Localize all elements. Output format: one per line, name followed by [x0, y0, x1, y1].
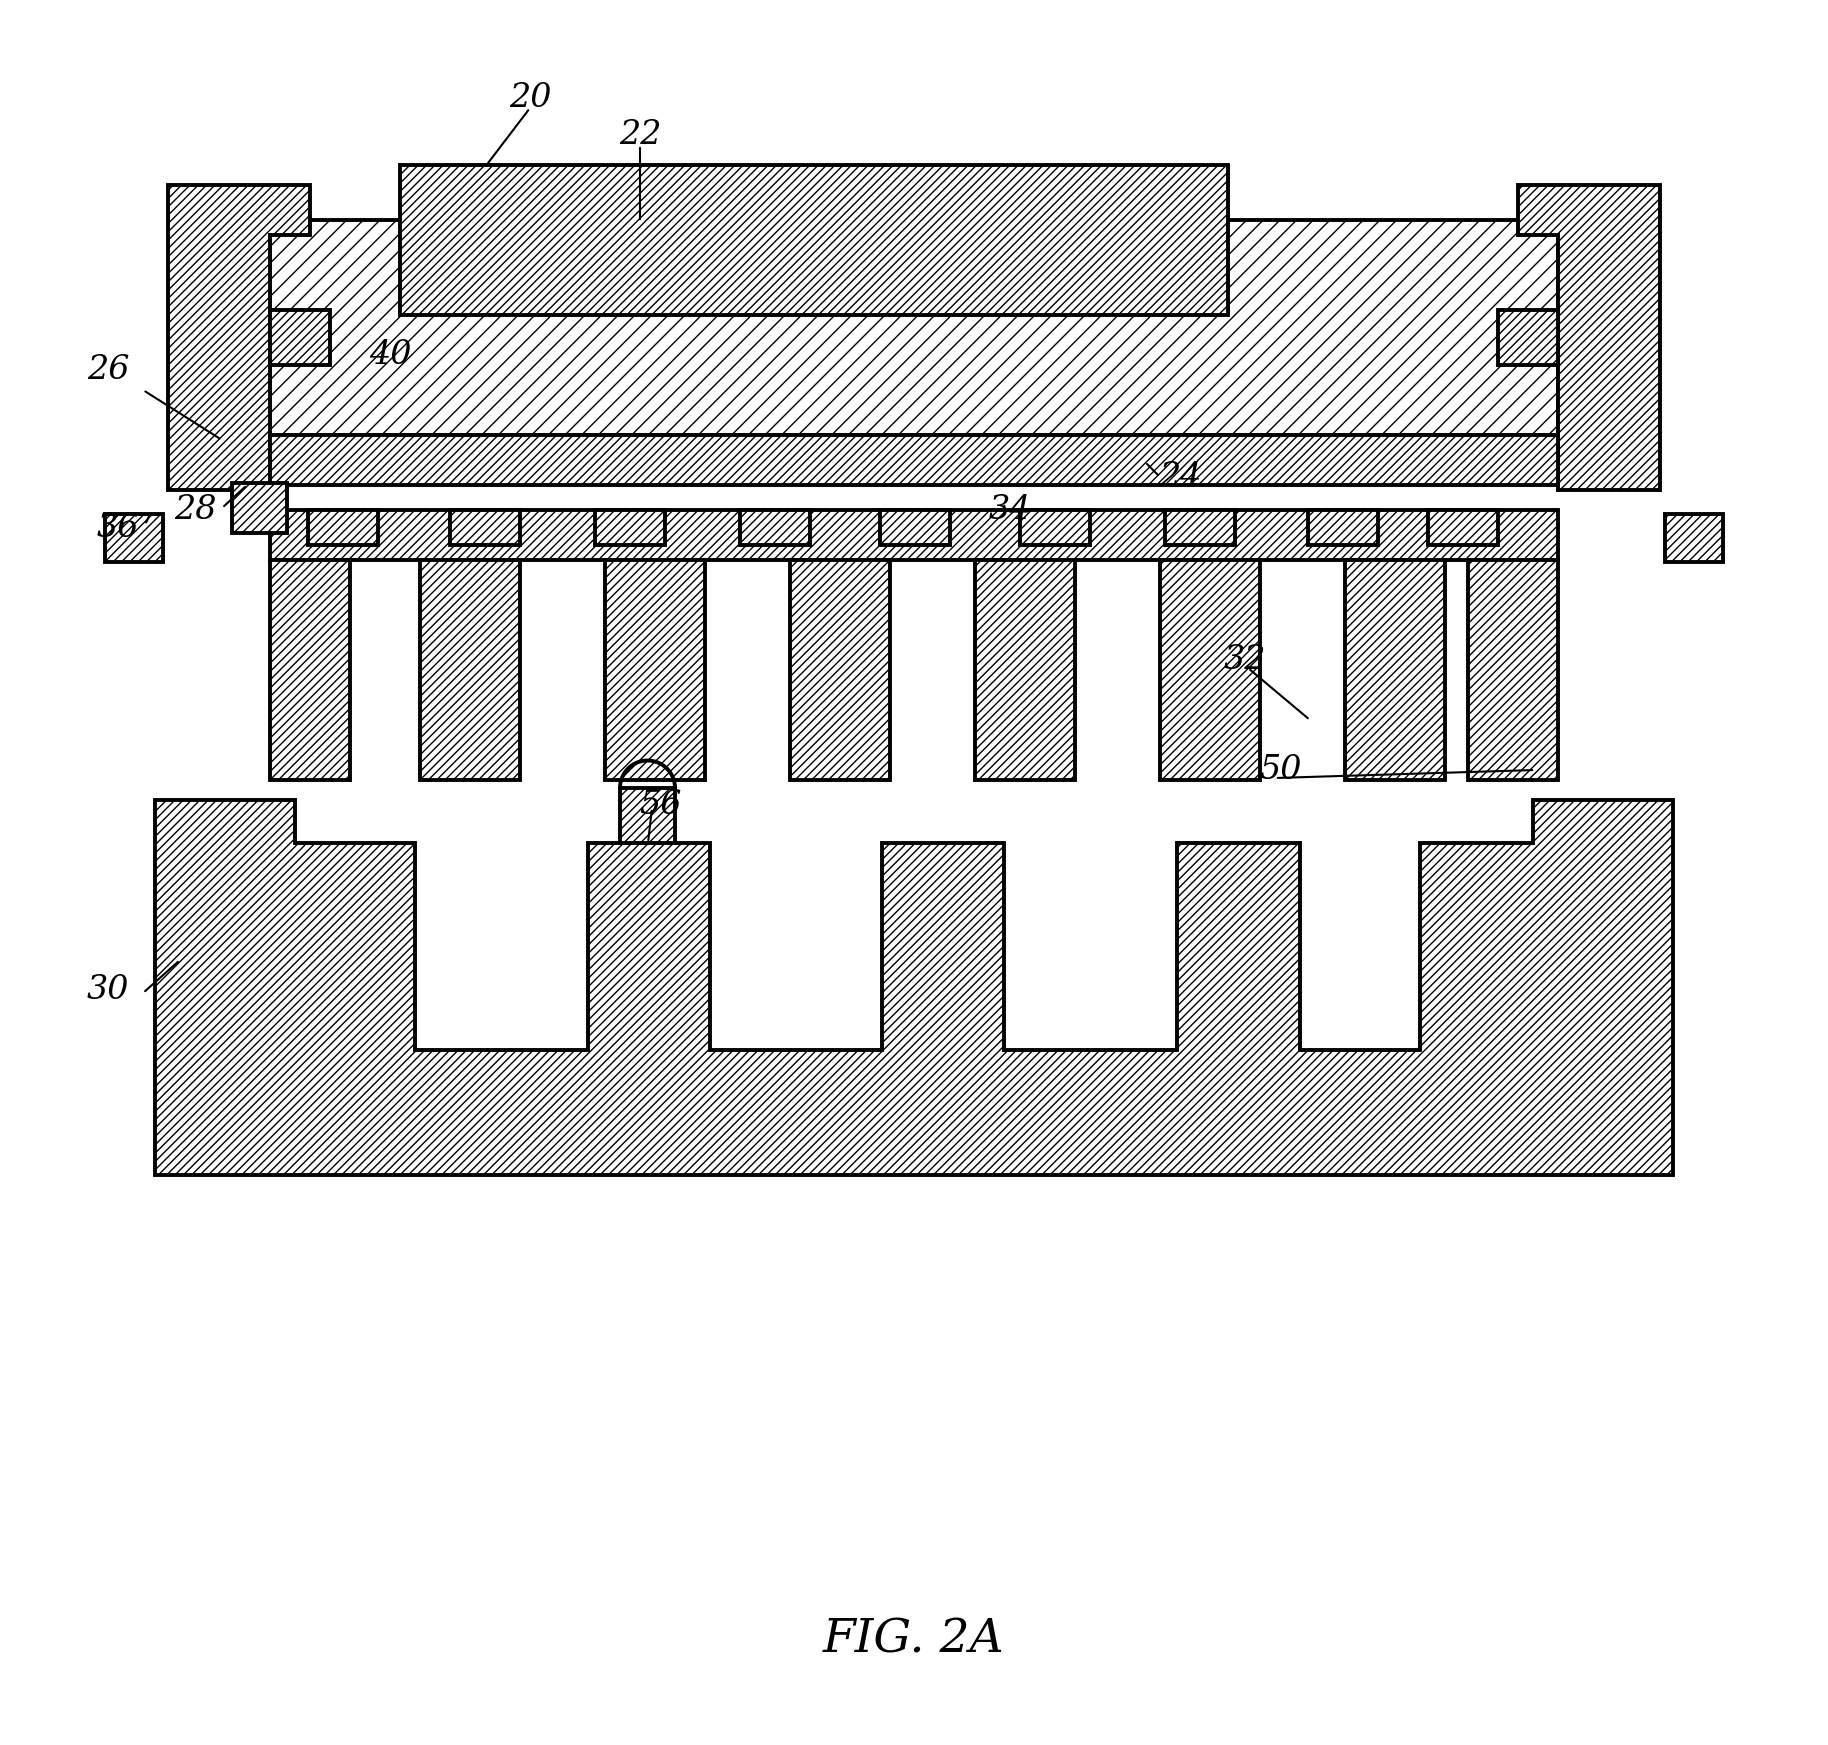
Bar — [1428, 510, 1497, 544]
Bar — [271, 220, 1557, 435]
Bar — [450, 510, 519, 544]
Text: 36: 36 — [97, 511, 139, 544]
Bar — [232, 483, 287, 532]
Bar — [879, 510, 951, 544]
Bar — [1161, 560, 1259, 780]
Bar — [400, 166, 1228, 316]
Bar — [594, 510, 665, 544]
Bar — [1020, 510, 1089, 544]
Bar — [104, 515, 163, 562]
Bar — [1468, 560, 1557, 780]
Bar — [271, 435, 1557, 485]
Polygon shape — [155, 799, 1673, 1174]
Bar — [271, 510, 1557, 560]
Text: 30: 30 — [86, 974, 130, 1007]
Text: FIG. 2A: FIG. 2A — [823, 1618, 1005, 1663]
Bar — [605, 560, 706, 780]
Text: 20: 20 — [508, 82, 552, 113]
Text: 56: 56 — [638, 789, 682, 820]
Polygon shape — [1517, 185, 1660, 490]
Bar — [271, 560, 349, 780]
Text: 28: 28 — [174, 494, 216, 525]
Polygon shape — [168, 185, 311, 490]
Bar — [974, 560, 1075, 780]
Bar — [620, 789, 675, 843]
Polygon shape — [1497, 311, 1557, 365]
Text: 32: 32 — [1223, 644, 1267, 675]
Bar — [790, 560, 890, 780]
Bar — [307, 510, 378, 544]
Bar — [1309, 510, 1378, 544]
Bar — [1345, 560, 1444, 780]
Bar — [1164, 510, 1236, 544]
Text: 50: 50 — [1259, 754, 1302, 785]
Text: 22: 22 — [618, 119, 662, 152]
Text: 24: 24 — [1159, 461, 1201, 494]
Text: 40: 40 — [369, 339, 411, 372]
Bar — [740, 510, 810, 544]
Bar — [1665, 515, 1724, 562]
Text: 26: 26 — [86, 354, 130, 386]
Polygon shape — [271, 311, 331, 365]
Text: 34: 34 — [989, 494, 1031, 525]
Bar — [420, 560, 519, 780]
